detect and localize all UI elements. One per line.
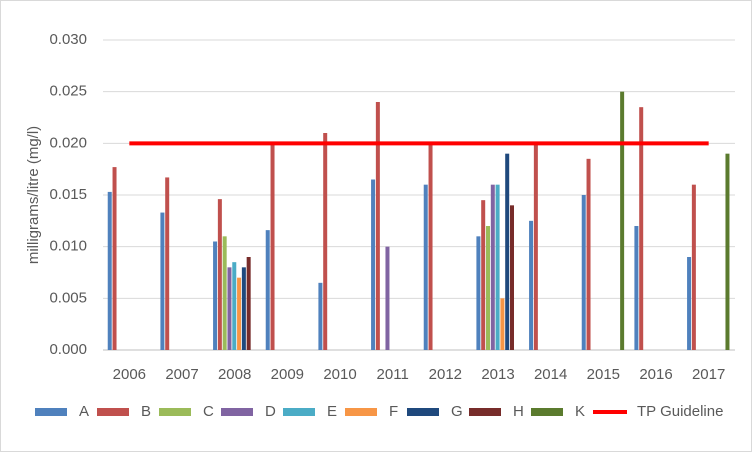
legend-swatch <box>407 408 439 416</box>
bar <box>687 257 692 350</box>
legend-swatch <box>283 408 315 416</box>
x-tick-label: 2006 <box>113 366 146 383</box>
bar <box>428 143 433 350</box>
bar <box>217 199 222 350</box>
legend-label: A <box>79 403 89 420</box>
bar <box>270 143 275 350</box>
bar <box>227 267 232 350</box>
bar <box>586 158 591 350</box>
bar <box>481 200 486 350</box>
bar <box>620 91 625 351</box>
x-tick-label: 2016 <box>639 366 672 383</box>
legend-swatch <box>221 408 253 416</box>
x-tick-label: 2012 <box>429 366 462 383</box>
legend-label: TP Guideline <box>637 403 723 420</box>
x-tick-label: 2014 <box>534 366 567 383</box>
y-tick-label: 0.025 <box>49 83 87 100</box>
legend-swatch <box>97 408 129 416</box>
legend-label: D <box>265 403 276 420</box>
bar <box>222 236 227 350</box>
x-tick-label: 2010 <box>323 366 356 383</box>
bar <box>265 230 270 350</box>
bar <box>490 184 495 350</box>
legend-swatch <box>531 408 563 416</box>
bar <box>112 167 117 350</box>
bar <box>246 257 251 350</box>
bar <box>213 241 218 350</box>
bar <box>486 226 490 350</box>
x-tick-label: 2007 <box>165 366 198 383</box>
bar <box>500 298 505 350</box>
y-tick-label: 0.020 <box>49 134 87 151</box>
bar <box>160 212 165 350</box>
legend-label: E <box>327 403 337 420</box>
legend-label: C <box>203 403 214 420</box>
bar <box>423 184 428 350</box>
x-tick-label: 2009 <box>271 366 304 383</box>
bar <box>237 277 242 350</box>
legend-swatch <box>159 408 191 416</box>
bar <box>241 267 246 350</box>
x-tick-label: 2015 <box>587 366 620 383</box>
y-tick-label: 0.030 <box>49 31 87 48</box>
y-tick-label: 0.010 <box>49 238 87 255</box>
bar <box>385 246 390 350</box>
legend-label: K <box>575 403 585 420</box>
legend-swatch <box>345 408 377 416</box>
bar <box>495 184 500 350</box>
legend-label: G <box>451 403 463 420</box>
x-tick-label: 2008 <box>218 366 251 383</box>
legend-label: F <box>389 403 398 420</box>
legend-label: H <box>513 403 524 420</box>
x-tick-label: 2013 <box>481 366 514 383</box>
y-axis-label: milligrams/litre (mg/l) <box>25 126 42 264</box>
bar <box>725 153 730 350</box>
x-tick-label: 2017 <box>692 366 725 383</box>
bar <box>375 102 380 350</box>
legend-label: B <box>141 403 151 420</box>
y-tick-label: 0.005 <box>49 289 87 306</box>
y-tick-label: 0.015 <box>49 186 87 203</box>
bar <box>107 191 112 350</box>
bar <box>476 236 481 350</box>
bar <box>691 184 696 350</box>
bar <box>505 153 510 350</box>
bar <box>165 177 170 350</box>
bar <box>510 205 514 350</box>
bar <box>639 107 644 351</box>
bar <box>232 262 237 350</box>
bar <box>529 220 534 350</box>
y-tick-label: 0.000 <box>49 341 87 358</box>
bar <box>581 195 586 350</box>
bar <box>371 179 376 350</box>
legend-swatch <box>35 408 67 416</box>
bar <box>323 133 328 350</box>
bar <box>318 282 323 350</box>
bar <box>533 143 538 350</box>
x-tick-label: 2011 <box>377 366 409 383</box>
bar <box>634 226 639 350</box>
legend-swatch <box>469 408 501 416</box>
